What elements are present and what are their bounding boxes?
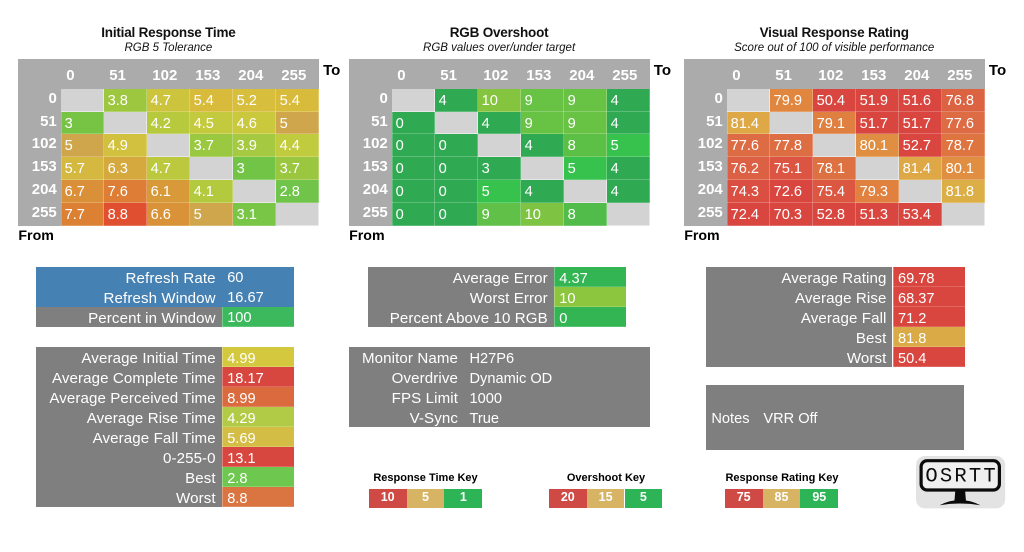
svg-text:OSRTT: OSRTT bbox=[926, 465, 999, 488]
